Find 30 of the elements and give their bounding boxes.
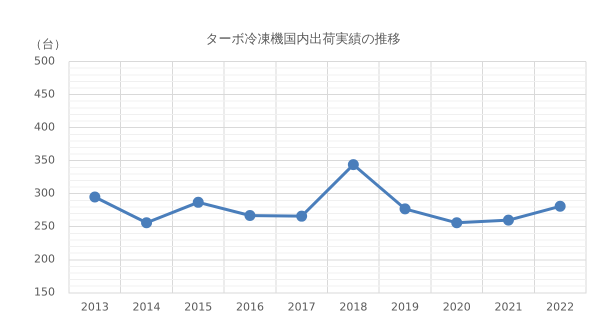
x-tick-label: 2022 [546, 300, 574, 314]
x-tick-label: 2017 [288, 300, 316, 314]
x-tick-label: 2016 [236, 300, 264, 314]
x-tick-label: 2013 [80, 300, 109, 314]
point [296, 210, 308, 222]
y-axis-title: （台） [30, 37, 66, 52]
point [192, 196, 204, 208]
point [89, 192, 100, 203]
point [244, 210, 256, 222]
point [451, 217, 462, 228]
x-tick-label: 2018 [339, 300, 368, 314]
y-tick-label: 400 [34, 120, 55, 134]
y-tick-label: 250 [34, 220, 55, 233]
point [141, 217, 152, 228]
x-tick-label: 2015 [184, 300, 212, 314]
chart-title: ターボ冷凍機国内出荷実績の推移 [206, 31, 400, 48]
y-tick-label: 350 [34, 154, 55, 167]
x-tick-label: 2020 [442, 300, 471, 314]
x-tick-label: 2021 [494, 300, 522, 314]
y-tick-label: 500 [34, 54, 55, 68]
y-tick-label: 300 [34, 186, 55, 200]
point [348, 159, 359, 170]
x-tick-label: 2014 [132, 300, 161, 314]
y-tick-label: 450 [34, 87, 55, 100]
point [502, 214, 514, 226]
x-tick-label: 2019 [391, 300, 420, 314]
point [400, 203, 411, 214]
y-tick-label: 200 [34, 252, 55, 266]
y-tick-label: 150 [34, 286, 55, 299]
point [554, 200, 566, 212]
